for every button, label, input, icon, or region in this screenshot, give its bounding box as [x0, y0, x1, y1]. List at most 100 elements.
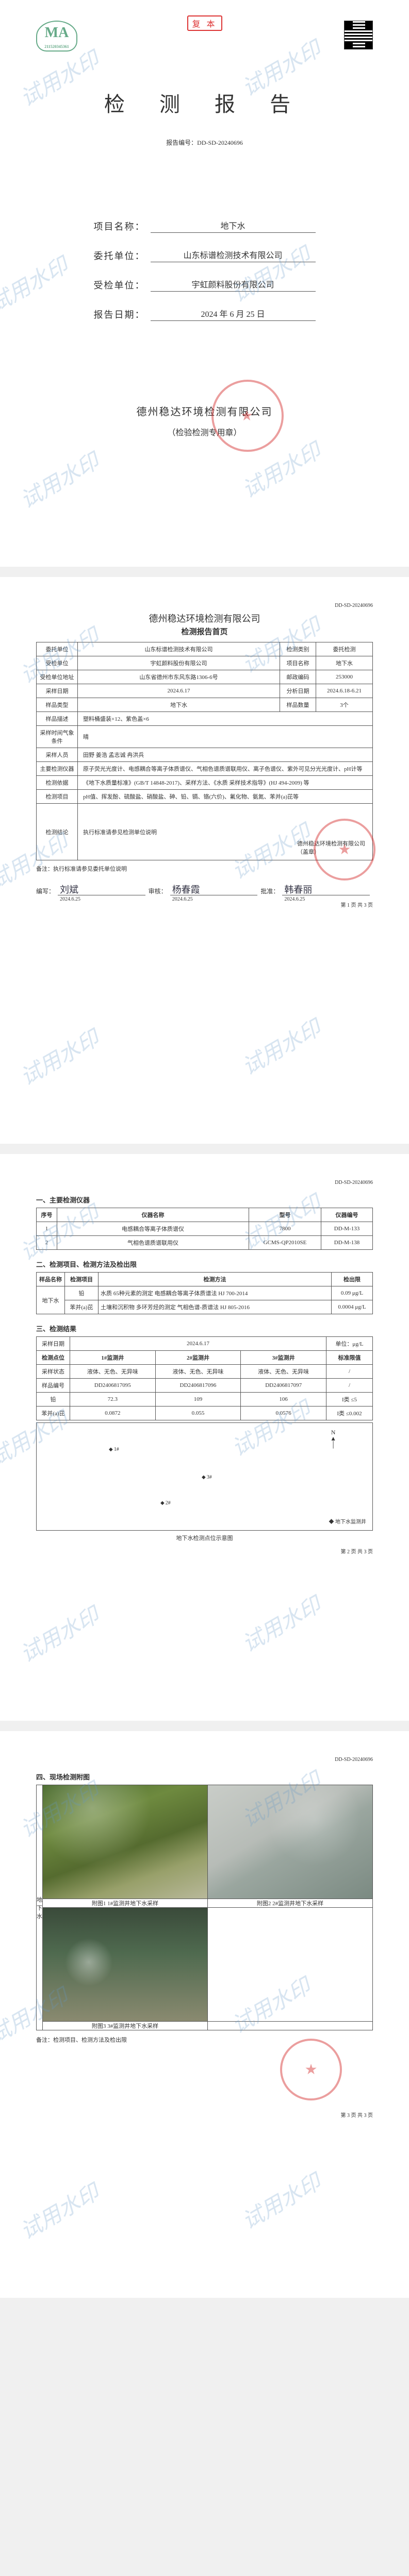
cell-value: 253000: [316, 670, 373, 684]
sig-date: 2024.6.25: [60, 896, 80, 902]
cover-label: 项目名称：: [94, 219, 151, 233]
map-point-2: 2#: [160, 1500, 171, 1506]
table-row: 检测项目 pH值、挥发酚、硫酸盐、硝酸盐、砷、铅、镉、铬(六价)、氟化物、氨氮、…: [37, 790, 373, 804]
cell-label: 检测类别: [280, 642, 316, 656]
col-head: 仪器编号: [321, 1208, 373, 1222]
cell: 0.055: [155, 1406, 241, 1420]
watermark: 试用水印: [13, 2175, 104, 2246]
cell: 地下水: [37, 1286, 65, 1314]
cell: DD-M-138: [321, 1236, 373, 1250]
stamp-unit-label: （盖章）: [297, 849, 320, 855]
table-row: 样品类型 地下水 样品数量 3个: [37, 698, 373, 712]
cell: 0.0872: [70, 1406, 156, 1420]
cell-value: pH值、挥发酚、硫酸盐、硝酸盐、砷、铅、镉、铬(六价)、氟化物、氨氮、苯并(a)…: [78, 790, 373, 804]
table-row: 主要检测仪器 原子荧光光度计、电感耦合等离子体质谱仪、气相色谱质谱联用仪、离子色…: [37, 762, 373, 776]
cma-logo-code: 211520345361: [37, 44, 76, 49]
cell-value: 地下水: [78, 698, 280, 712]
cell-label: 样品描述: [37, 712, 78, 726]
site-map: N▲│ 1# 3# 2# ◆ 地下水监测井: [36, 1422, 373, 1531]
cell-label: 委托单位: [37, 642, 78, 656]
north-arrow-icon: N▲│: [330, 1429, 336, 1448]
table-row: 受检单位地址 山东省德州市东风东路1306-6号 邮政编码 253000: [37, 670, 373, 684]
sig-handwriting: 韩春丽: [284, 883, 312, 896]
col-head: 3#监测井: [241, 1351, 326, 1365]
col-head: 检出限: [332, 1273, 373, 1286]
cover-row-date: 报告日期： 2024 年 6 月 25 日: [94, 307, 316, 321]
cell: 土壤和沉积物 多环芳烃的测定 气相色谱-质谱法 HJ 805-2016: [99, 1300, 332, 1314]
table-row: 苯并(a)芘 土壤和沉积物 多环芳烃的测定 气相色谱-质谱法 HJ 805-20…: [37, 1300, 373, 1314]
cell-label: 采样状态: [37, 1365, 70, 1379]
table-row: [37, 1908, 373, 2022]
qr-code: [344, 21, 373, 49]
page-header-report-no: DD-SD-20240696: [36, 1180, 373, 1185]
table-row: 委托单位 山东标谱检测技术有限公司 检测类别 委托检测: [37, 642, 373, 656]
table-header-row: 检测点位 1#监测井 2#监测井 3#监测井 标准限值: [37, 1351, 373, 1365]
watermark: 试用水印: [13, 1598, 104, 1669]
sig-reviewer: 审核： 杨春霞 2024.6.25: [149, 882, 261, 895]
cell: 铅: [65, 1286, 99, 1300]
results-table: 采样日期 2024.6.17 单位：μg/L 检测点位 1#监测井 2#监测井 …: [36, 1336, 373, 1420]
cell-label: 样品数量: [280, 698, 316, 712]
results-page: 试用水印 试用水印 试用水印 试用水印 试用水印 试用水印 DD-SD-2024…: [0, 1154, 409, 1721]
sig-date: 2024.6.25: [284, 896, 305, 902]
cell: GCMS-QP2010SE: [249, 1236, 321, 1250]
cover-label: 报告日期：: [94, 308, 151, 321]
map-point-3: 3#: [202, 1475, 212, 1480]
table-header-row: 序号 仪器名称 型号 仪器编号: [37, 1208, 373, 1222]
watermark: 试用水印: [235, 2165, 326, 2235]
cell: DD2406817095: [70, 1379, 156, 1393]
cell-label: 检测项目: [37, 790, 78, 804]
photo-caption: 附图3 3#监测井地下水采样: [43, 2022, 208, 2030]
cell-label: 邮政编码: [280, 670, 316, 684]
issuer-subtitle: （检验检测专用章）: [36, 426, 373, 438]
sig-writer: 编写： 刘斌 2024.6.25: [36, 882, 149, 895]
table-row: 1 电感耦合等离子体质谱仪 7800 DD-M-133: [37, 1222, 373, 1236]
table-row: 采样人员 田野 姜浩 孟志诚 冉洪兵: [37, 748, 373, 762]
col-head: 检测项目: [65, 1273, 99, 1286]
col-head: 仪器名称: [57, 1208, 249, 1222]
cell-label: 主要检测仪器: [37, 762, 78, 776]
unit-label: 单位：: [335, 1341, 352, 1347]
cell: 0.09 μg/L: [332, 1286, 373, 1300]
cell: 0.0004 μg/L: [332, 1300, 373, 1314]
sig-handwriting: 刘斌: [60, 883, 78, 896]
cover-label: 受检单位：: [94, 278, 151, 292]
section-instruments-title: 一、主要检测仪器: [36, 1195, 373, 1205]
table-row: 样品描述 塑料桶盛装×12、紫色盖×6: [37, 712, 373, 726]
sig-value: 韩春丽 2024.6.25: [282, 882, 370, 895]
cell: 单位：μg/L: [326, 1337, 373, 1351]
cell: 苯并(a)芘: [65, 1300, 99, 1314]
cma-logo-text: MA: [45, 25, 69, 41]
cell-label: 铅: [37, 1393, 70, 1406]
page-footer: 第 1 页 共 3 页: [36, 901, 373, 908]
photo-caption: 附图2 2#监测井地下水采样: [208, 1899, 373, 1908]
section-results-title: 三、检测结果: [36, 1324, 373, 1333]
section-methods-title: 二、检测项目、检测方法及检出限: [36, 1259, 373, 1269]
table-row: 附图3 3#监测井地下水采样: [37, 2022, 373, 2030]
cell: /: [326, 1379, 373, 1393]
empty-cell: [208, 1908, 373, 2022]
table-row: 检测结论 执行标准请参见检测单位说明 德州稳达环境检测有限公司 （盖章）: [37, 804, 373, 860]
cell-label: 分析日期: [280, 684, 316, 698]
cell: /: [326, 1365, 373, 1379]
cell: 2: [37, 1236, 57, 1250]
sig-approver: 批准： 韩春丽 2024.6.25: [260, 882, 373, 895]
map-legend: ◆ 地下水监测井: [329, 1517, 367, 1525]
cell-label: 受检单位: [37, 656, 78, 670]
cover-fields: 项目名称： 地下水 委托单位： 山东标谱检测技术有限公司 受检单位： 宇虹颜料股…: [94, 219, 316, 321]
col-head: 检测方法: [99, 1273, 332, 1286]
page-header-report-no: DD-SD-20240696: [36, 603, 373, 608]
copy-stamp: 复 本: [187, 15, 222, 31]
col-head: 检测点位: [37, 1351, 70, 1365]
photos-row-label: 地下水: [37, 1785, 43, 2030]
photo-2: [208, 1785, 372, 1899]
col-head: 型号: [249, 1208, 321, 1222]
section-photos-title: 四、现场检测附图: [36, 1772, 373, 1782]
cell-label: 受检单位地址: [37, 670, 78, 684]
cell: 液体、无色、无异味: [155, 1365, 241, 1379]
photos-note: 备注：检测项目、检测方法及检出限: [36, 2036, 373, 2044]
cover-report-number-value: DD-SD-20240696: [197, 139, 243, 146]
table-row: 采样状态 液体、无色、无异味 液体、无色、无异味 液体、无色、无异味 /: [37, 1365, 373, 1379]
cell-label: 苯并(a)芘: [37, 1406, 70, 1420]
cell-value: 2024.6.17: [70, 1337, 326, 1351]
